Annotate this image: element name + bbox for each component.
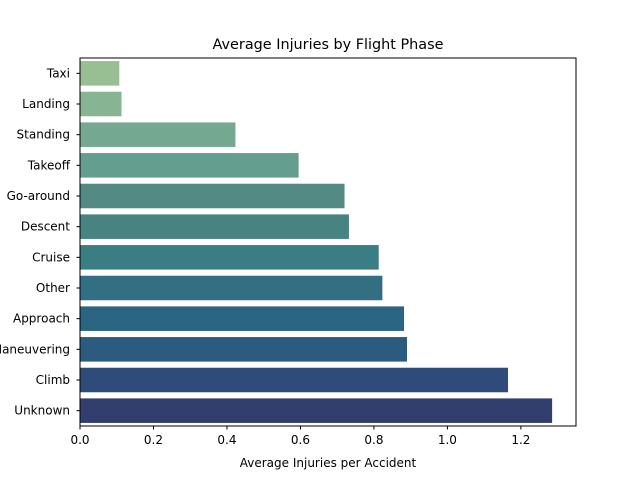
bar-go-around bbox=[80, 183, 345, 209]
y-tick-label: Climb bbox=[36, 373, 70, 387]
y-axis-ticks: Taxi Landing Standing Takeoff Go-around Desce… bbox=[0, 66, 80, 418]
bar-other bbox=[80, 275, 383, 301]
x-axis-ticks: 0.0 0.2 0.4 0.6 0.8 1.0 1.2 bbox=[70, 426, 530, 447]
bar-cruise bbox=[80, 245, 379, 270]
bar-landing bbox=[80, 91, 122, 117]
chart-title: Average Injuries by Flight Phase bbox=[213, 37, 444, 53]
bar-descent bbox=[80, 214, 349, 239]
x-tick-label: 0.8 bbox=[364, 433, 383, 447]
x-tick-label: 1.2 bbox=[511, 433, 530, 447]
bar-climb bbox=[80, 367, 509, 393]
x-tick-label: 0.4 bbox=[217, 433, 236, 447]
y-tick-label: Maneuvering bbox=[0, 342, 70, 356]
bar-maneuvering bbox=[80, 337, 407, 362]
y-tick-label: Other bbox=[36, 281, 70, 295]
bar-takeoff bbox=[80, 153, 299, 178]
y-tick-label: Standing bbox=[17, 128, 70, 142]
y-tick-label: Unknown bbox=[14, 404, 70, 418]
x-tick-label: 0.0 bbox=[70, 433, 89, 447]
y-tick-label: Cruise bbox=[32, 250, 70, 264]
y-tick-label: Landing bbox=[22, 97, 70, 111]
y-tick-label: Descent bbox=[21, 220, 70, 234]
bar-taxi bbox=[80, 61, 120, 86]
bar-standing bbox=[80, 122, 236, 147]
plot-frame bbox=[79, 57, 577, 427]
bars-group bbox=[80, 61, 553, 423]
y-tick-label: Approach bbox=[13, 312, 70, 326]
x-axis-label: Average Injuries per Accident bbox=[240, 456, 417, 470]
bar-approach bbox=[80, 306, 405, 331]
y-tick-label: Takeoff bbox=[27, 158, 71, 172]
bar-unknown bbox=[80, 398, 553, 423]
x-tick-label: 0.2 bbox=[144, 433, 163, 447]
y-tick-label: Go-around bbox=[7, 189, 70, 203]
x-tick-label: 1.0 bbox=[438, 433, 457, 447]
x-tick-label: 0.6 bbox=[291, 433, 310, 447]
y-tick-label: Taxi bbox=[46, 66, 70, 80]
